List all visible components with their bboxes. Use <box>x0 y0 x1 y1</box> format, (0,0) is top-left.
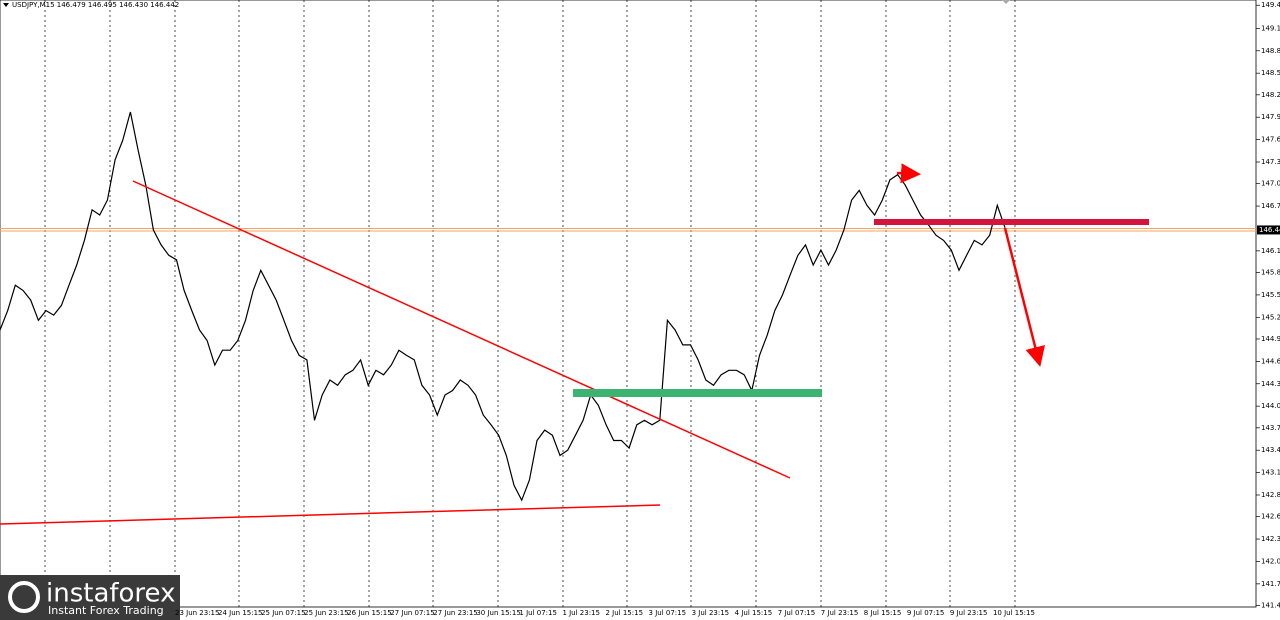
y-tick-label: 148.25 <box>1261 91 1280 99</box>
y-tick-label: 144.38 <box>1261 380 1280 388</box>
logo: instaforex Instant Forex Trading <box>0 575 180 620</box>
x-tick-label: 7 Jul 07:15 <box>778 609 816 617</box>
y-tick-label: 147.65 <box>1261 136 1280 144</box>
arrow <box>896 163 921 184</box>
x-tick-label: 4 Jul 15:15 <box>735 609 773 617</box>
y-tick-label: 146.76 <box>1261 202 1280 210</box>
chart-title: USDJPY,M15 146.479 146.495 146.430 146.4… <box>12 1 179 9</box>
y-tick-label: 149.14 <box>1261 24 1280 32</box>
x-tick-label: 30 Jun 15:15 <box>476 609 520 617</box>
y-tick-label: 147.95 <box>1261 113 1280 121</box>
plot-area <box>0 0 1257 608</box>
price-series <box>0 111 1006 502</box>
x-tick-label: 7 Jul 23:15 <box>821 609 859 617</box>
x-tick-label: 26 Jun 15:15 <box>347 609 391 617</box>
trend-line <box>132 180 791 479</box>
x-tick-label: 27 Jun 07:15 <box>390 609 434 617</box>
x-tick-label: 2 Jul 15:15 <box>606 609 644 617</box>
logo-icon <box>8 581 40 613</box>
y-tick-label: 147.35 <box>1261 158 1280 166</box>
tagline: Instant Forex Trading <box>48 604 164 617</box>
resistance-zone <box>874 219 1149 225</box>
x-tick-label: 25 Jun 23:15 <box>304 609 348 617</box>
y-tick-label: 141.41 <box>1261 602 1280 610</box>
y-tick-label: 149.45 <box>1261 1 1280 9</box>
time-grid <box>44 0 1016 607</box>
x-tick-label: 24 Jun 15:15 <box>218 609 262 617</box>
y-tick-label: 141.70 <box>1261 580 1280 588</box>
y-tick-label: 143.79 <box>1261 424 1280 432</box>
x-tick-label: 1 Jul 07:15 <box>519 609 557 617</box>
marker <box>1002 0 1010 4</box>
x-tick-label: 3 Jul 23:15 <box>692 609 730 617</box>
x-tick-label: 10 Jul 15:15 <box>993 609 1035 617</box>
x-tick-label: 3 Jul 07:15 <box>649 609 687 617</box>
brand: instaforex <box>46 579 175 609</box>
y-tick-label: 143.49 <box>1261 446 1280 454</box>
y-tick-label: 145.27 <box>1261 313 1280 321</box>
y-tick-label: 142.30 <box>1261 535 1280 543</box>
x-tick-label: 8 Jul 15:15 <box>864 609 902 617</box>
price-tag-label: 146.44 <box>1259 226 1280 234</box>
x-tick-label: 25 Jun 07:15 <box>261 609 305 617</box>
y-tick-label: 148.54 <box>1261 69 1280 77</box>
y-tick-label: 146.16 <box>1261 247 1280 255</box>
x-tick-label: 23 Jun 23:15 <box>175 609 219 617</box>
price-tag <box>1257 225 1280 235</box>
y-tick-label: 147.06 <box>1261 180 1280 188</box>
x-tick-label: 9 Jul 07:15 <box>907 609 945 617</box>
y-tick-label: 148.84 <box>1261 47 1280 55</box>
y-tick-label: 142.89 <box>1261 491 1280 499</box>
support-zone <box>573 389 822 397</box>
y-tick-label: 144.08 <box>1261 402 1280 410</box>
support-line <box>0 504 661 525</box>
y-tick-label: 142.00 <box>1261 557 1280 565</box>
annotations <box>0 0 1149 525</box>
y-tick-label: 145.87 <box>1261 269 1280 277</box>
x-tick-label: 1 Jul 23:15 <box>562 609 600 617</box>
y-tick-label: 143.19 <box>1261 469 1280 477</box>
arrow <box>1003 227 1046 367</box>
y-tick-label: 145.57 <box>1261 291 1280 299</box>
y-tick-label: 142.60 <box>1261 513 1280 521</box>
x-tick-label: 9 Jul 23:15 <box>950 609 988 617</box>
menu-icon <box>3 3 9 7</box>
y-tick-label: 144.68 <box>1261 357 1280 365</box>
x-tick-label: 27 Jun 23:15 <box>433 609 477 617</box>
y-tick-label: 144.98 <box>1261 335 1280 343</box>
